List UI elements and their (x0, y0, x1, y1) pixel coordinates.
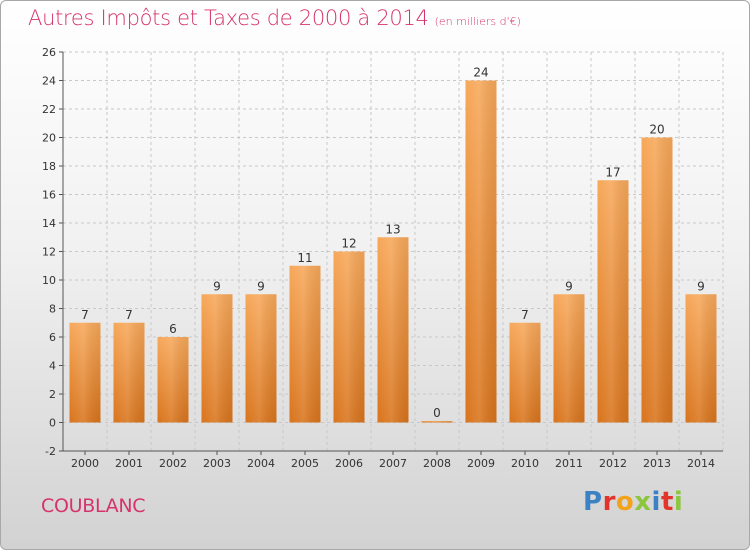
x-tick-label: 2009 (467, 457, 495, 470)
y-tick-label: 0 (49, 417, 56, 430)
data-labels: 7 7 6 9 9 11 12 13 0 24 7 9 17 20 9 (81, 66, 705, 421)
bar-value-label: 7 (125, 308, 133, 322)
y-tick-label: -2 (45, 445, 56, 458)
bar-value-label: 11 (297, 251, 312, 265)
bar-shine (113, 322, 145, 423)
bar-shine (685, 294, 717, 423)
bar-value-label: 20 (649, 123, 664, 137)
y-tick-label: 18 (42, 160, 56, 173)
x-tick-label: 2013 (643, 457, 671, 470)
y-tick-label: 2 (49, 388, 56, 401)
bar-value-label: 9 (213, 279, 221, 293)
bar-value-label: 7 (81, 308, 89, 322)
x-tick-label: 2014 (687, 457, 715, 470)
bar-shine (289, 265, 321, 423)
bar-value-label: 24 (473, 66, 488, 80)
y-tick-label: 10 (42, 274, 56, 287)
x-tick-label: 2000 (71, 457, 99, 470)
x-tick-label: 2006 (335, 457, 363, 470)
bar-shine (597, 180, 629, 423)
bar-shine (333, 251, 365, 423)
y-tick-label: 22 (42, 103, 56, 116)
y-tick-label: 16 (42, 189, 56, 202)
bar-shine (509, 322, 541, 423)
logo-letter: x (634, 487, 652, 517)
y-tick-label: 8 (49, 303, 56, 316)
y-tick-label: 6 (49, 331, 56, 344)
location-name: COUBLANC (41, 495, 146, 517)
logo-letter: P (583, 487, 603, 517)
x-tick-label: 2010 (511, 457, 539, 470)
bar-value-label: 13 (385, 222, 400, 236)
bar-shine (553, 294, 585, 423)
chart-title: Autres Impôts et Taxes de 2000 à 2014 (en… (28, 6, 521, 30)
x-tick-label: 2005 (291, 457, 319, 470)
y-tick-label: 12 (42, 246, 56, 259)
logo-letter: i (673, 487, 684, 517)
logo-letter: o (615, 487, 635, 517)
x-tick-label: 2008 (423, 457, 451, 470)
bar-shine (421, 421, 453, 423)
x-tick-label: 2002 (159, 457, 187, 470)
bar-value-label: 9 (257, 279, 265, 293)
logo-letter: r (602, 487, 616, 517)
x-tick-label: 2003 (203, 457, 231, 470)
bar-value-label: 12 (341, 237, 356, 251)
bar-shine (157, 337, 189, 423)
x-tick-label: 2007 (379, 457, 407, 470)
proxiti-logo: Proxiti (583, 487, 683, 517)
bars (69, 80, 717, 423)
chart-title-text: Autres Impôts et Taxes de 2000 à 2014 (28, 6, 429, 30)
bar-value-label: 7 (521, 308, 529, 322)
y-tick-label: 26 (42, 46, 56, 59)
y-tick-label: 14 (42, 217, 56, 230)
bar-value-label: 9 (565, 279, 573, 293)
bar-value-label: 6 (169, 322, 177, 336)
bar-shine (245, 294, 277, 423)
y-tick-label: 4 (49, 360, 56, 373)
chart-unit: (en milliers d'€) (434, 15, 521, 28)
y-tick-label: 20 (42, 132, 56, 145)
bar-value-label: 0 (433, 406, 441, 420)
x-tick-label: 2004 (247, 457, 275, 470)
x-tick-label: 2012 (599, 457, 627, 470)
x-tick-label: 2001 (115, 457, 143, 470)
logo-letter: i (651, 487, 661, 517)
y-tick-label: 24 (42, 75, 56, 88)
x-tick-label: 2011 (555, 457, 583, 470)
bar-shine (69, 322, 101, 423)
bar-value-label: 9 (697, 279, 705, 293)
bar-value-label: 17 (605, 165, 620, 179)
bar-shine (377, 237, 409, 423)
logo-letter: t (660, 487, 674, 517)
bar-shine (201, 294, 233, 423)
bar-shine (641, 137, 673, 423)
bar-shine (465, 80, 497, 423)
